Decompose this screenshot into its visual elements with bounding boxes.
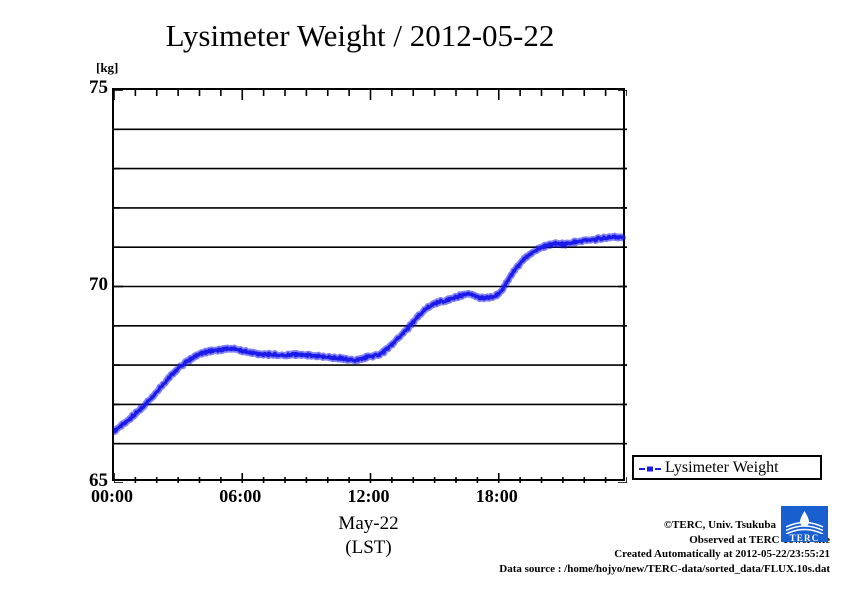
gridlines bbox=[114, 128, 627, 445]
legend-label: Lysimeter Weight bbox=[665, 458, 779, 476]
terc-logo: TERC bbox=[781, 506, 828, 543]
y-axis-tick-label: 75 bbox=[89, 77, 108, 98]
x-axis-ticks bbox=[114, 90, 627, 483]
x-axis-tick-label: 06:00 bbox=[219, 486, 262, 506]
legend-marker-icon bbox=[639, 462, 661, 474]
y-axis-unit-label: [kg] bbox=[96, 60, 119, 75]
y-axis-tick-label: 65 bbox=[89, 470, 108, 491]
x-axis-title: May-22 (LST) bbox=[112, 512, 625, 560]
x-axis-tick-label: 00:00 bbox=[91, 486, 133, 506]
chart-title: Lysimeter Weight / 2012-05-22 bbox=[165, 18, 555, 53]
footer-credits: ©TERC, Univ. Tsukuba Observed at TERC To… bbox=[270, 518, 830, 576]
x-axis-tick-label: 18:00 bbox=[475, 486, 518, 506]
chart-canvas bbox=[114, 90, 627, 483]
x-axis-title-timezone: (LST) bbox=[345, 536, 392, 558]
footer-copyright: ©TERC, Univ. Tsukuba bbox=[663, 519, 776, 531]
footer-data-source: Data source : /home/hojyo/new/TERC-data/… bbox=[499, 562, 830, 575]
plot-area bbox=[112, 88, 627, 483]
svg-text:TERC: TERC bbox=[790, 533, 820, 542]
legend[interactable]: Lysimeter Weight bbox=[632, 455, 822, 480]
footer-observed-at: Observed at TERC Tower site bbox=[689, 533, 830, 546]
data-series-lysimeter-weight bbox=[114, 232, 626, 436]
y-axis-tick-labels: 65 70 75 bbox=[60, 0, 108, 595]
footer-created-at: Created Automatically at 2012-05-22/23:5… bbox=[614, 548, 830, 561]
x-axis-title-date: May-22 bbox=[338, 513, 399, 534]
x-axis-tick-label: 12:00 bbox=[347, 486, 390, 506]
y-axis-tick-label: 70 bbox=[89, 273, 108, 295]
y-axis-ticks bbox=[114, 90, 627, 483]
